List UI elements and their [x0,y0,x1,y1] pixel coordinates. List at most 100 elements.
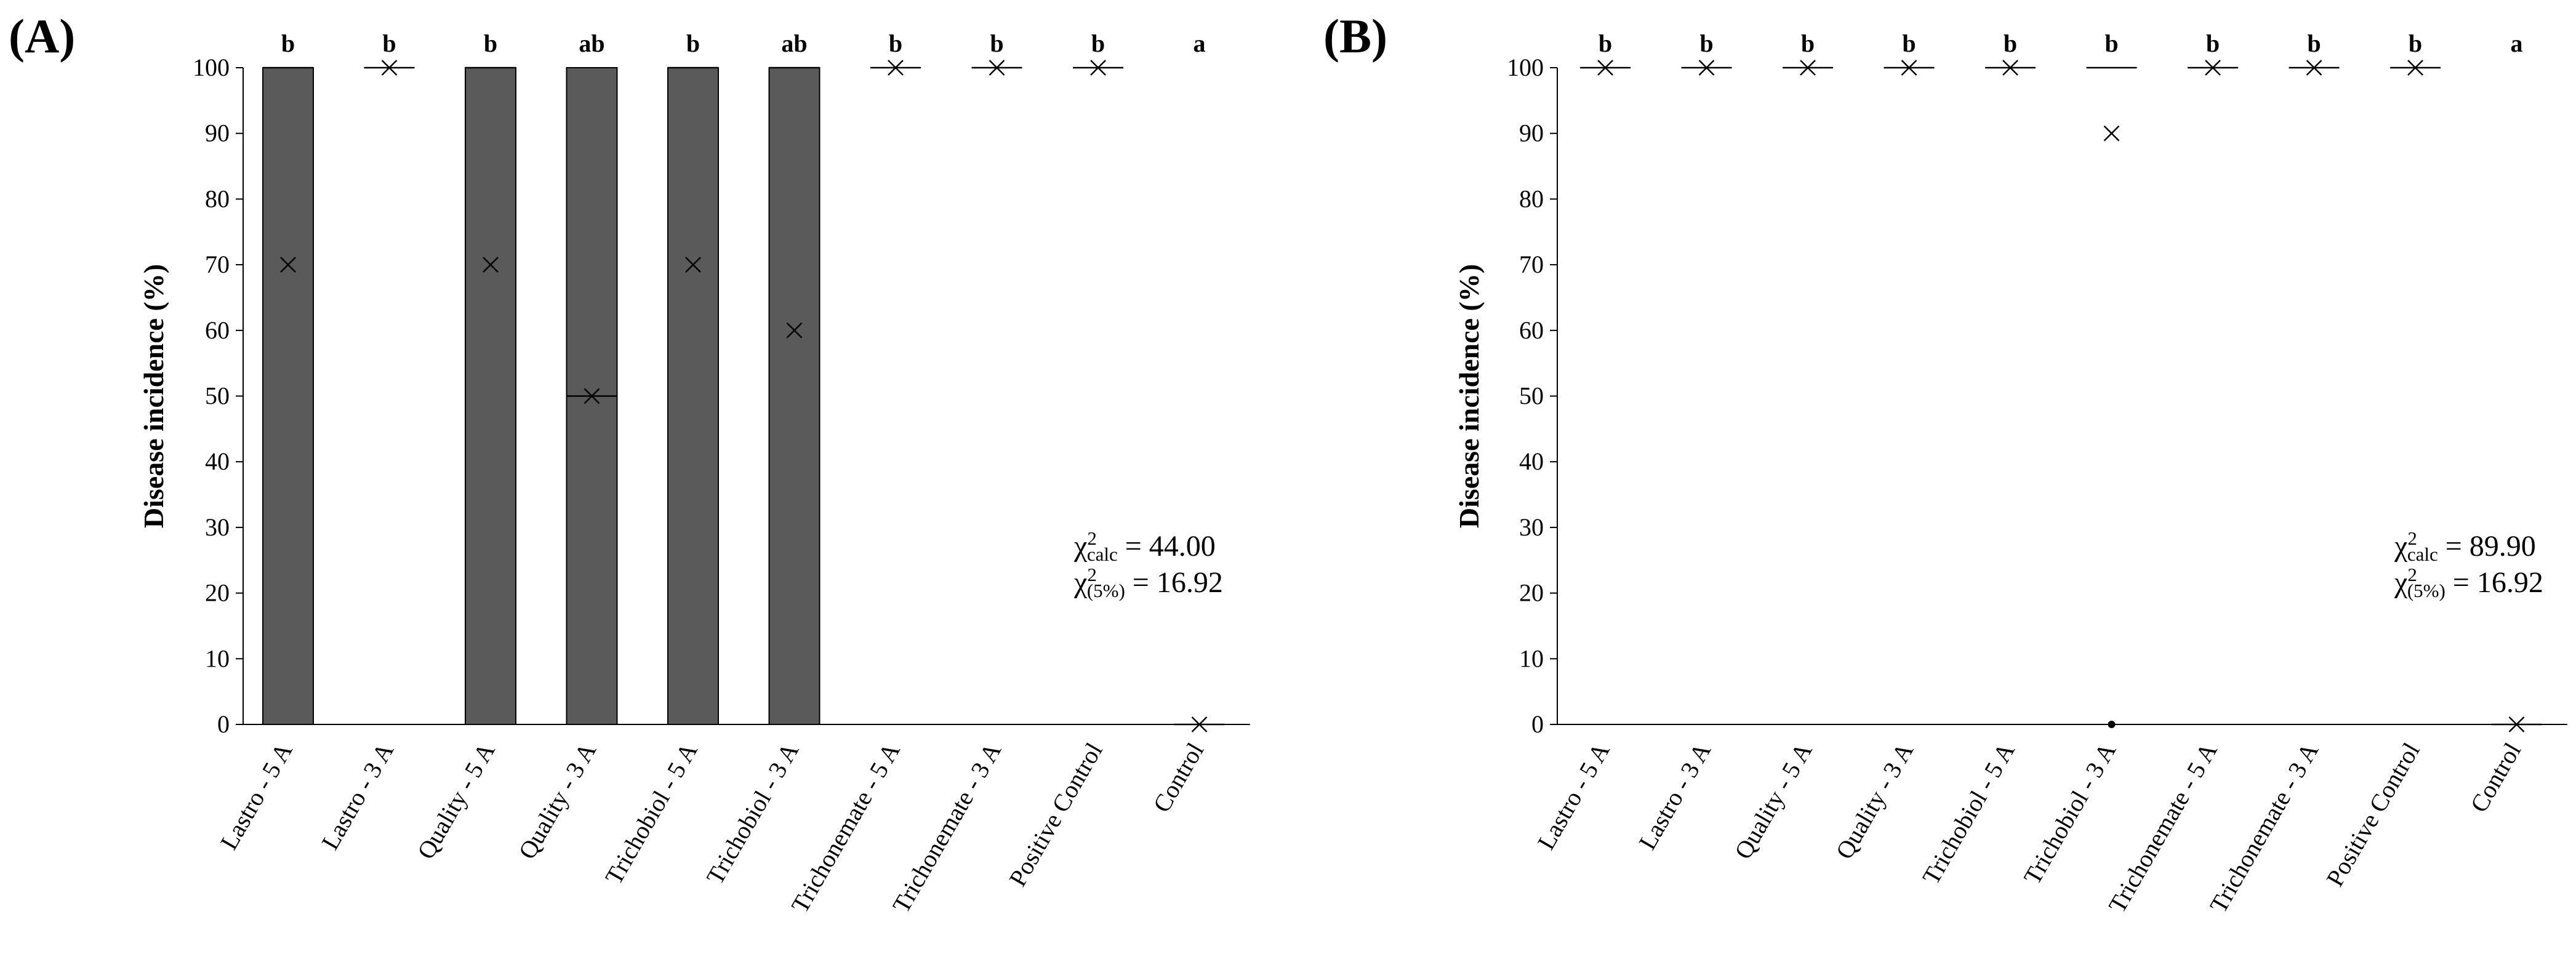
mean-marker [2103,125,2120,142]
category-label: Trichobiol - 3 A [2018,738,2122,889]
y-axis-label: Disease incidence (%) [138,264,169,528]
box-rect [465,67,516,725]
category-label: Control [1147,738,1209,817]
category-label: Quality - 5 A [1729,738,1818,864]
y-tick-label: 0 [1531,710,1544,738]
mean-marker [2306,60,2322,76]
mean-marker [584,388,600,404]
mean-marker [1800,60,1816,76]
significance-letter: b [484,30,497,57]
mean-marker [685,257,701,273]
y-tick-label: 30 [1519,513,1544,541]
significance-letter: b [2206,30,2220,57]
y-tick-label: 30 [205,513,230,541]
significance-letter: ab [579,30,604,57]
mean-marker-stroke [1191,716,1208,732]
mean-marker-stroke [584,388,600,404]
category-label: Control [2465,738,2526,817]
y-tick-label: 90 [205,119,230,147]
significance-letter: b [2004,30,2017,57]
box-rect [768,67,821,725]
mean-marker-stroke [2306,60,2322,76]
mean-marker [1597,60,1613,76]
mean-marker [888,60,904,76]
y-axis-label: Disease incidence (%) [1453,264,1485,528]
significance-letter: b [686,30,700,57]
y-tick-label: 100 [193,54,230,81]
y-tick-label: 70 [1519,251,1544,278]
mean-marker-stroke [1698,60,1715,76]
category-label: Positive Control [1003,738,1108,891]
category-label: Trichobiol - 5 A [1917,738,2020,889]
y-tick-label: 10 [1519,644,1544,672]
significance-letter: a [1194,30,1206,57]
mean-marker [1191,716,1208,732]
category-label: Trichonemate - 5 A [785,738,905,918]
category-label: Positive Control [2321,738,2425,891]
mean-marker-stroke [381,60,398,76]
significance-letter: b [1699,30,1713,57]
y-tick-label: 50 [1519,382,1544,410]
mean-marker-stroke [483,257,499,273]
panel-label: (A) [9,9,75,63]
mean-marker [1698,60,1715,76]
mean-marker [483,257,499,273]
outlier-point [2108,721,2116,728]
chart-panel-b: (B) 0 10 20 30 40 50 60 70 80 90 100 Disease inciden… [1323,9,2567,918]
significance-letter: a [2511,30,2523,57]
category-label: Lastro - 3 A [1633,738,1716,854]
category-label: Trichonemate - 3 A [887,738,1006,918]
chi-square-critical: χ2 (5%) = 16.92 [1073,564,1223,601]
significance-letter: b [990,30,1003,57]
significance-letter: b [2307,30,2321,57]
y-tick-label: 40 [205,447,230,475]
significance-letter: b [1902,30,1916,57]
mean-marker [280,257,296,273]
mean-marker-stroke [786,322,803,339]
y-tick-label: 60 [205,316,230,344]
y-tick-label: 10 [205,644,230,672]
y-tick-label: 60 [1519,316,1544,344]
y-tick-label: 70 [205,251,230,278]
mean-marker [2407,60,2423,76]
significance-letter: b [382,30,396,57]
mean-marker [1901,60,1917,76]
y-tick-label: 20 [205,579,230,607]
mean-marker [989,60,1005,76]
category-label: Trichobiol - 3 A [701,738,804,889]
significance-letter: b [1091,30,1105,57]
y-tick-label: 100 [1507,54,1544,81]
significance-letter: b [2409,30,2422,57]
y-tick-label: 80 [1519,185,1544,212]
category-label: Quality - 5 A [412,738,500,864]
y-tick-label: 90 [1519,119,1544,147]
significance-letter: b [1599,30,1612,57]
mean-marker [2508,716,2525,732]
box-rect [262,67,314,725]
mean-marker [2002,60,2018,76]
chi-square-calc: χ2 calc = 89.90 [2394,527,2536,565]
y-tick-label: 40 [1519,447,1544,475]
category-label: Quality - 3 A [1830,738,1919,864]
mean-marker-stroke [1901,60,1917,76]
y-tick-label: 50 [205,382,230,410]
category-label: Lastro - 5 A [1532,738,1615,854]
mean-marker-stroke [685,257,701,273]
y-tick-label: 20 [1519,579,1544,607]
mean-marker-stroke [888,60,904,76]
mean-marker-stroke [2407,60,2423,76]
mean-marker [1090,60,1106,76]
mean-marker-stroke [1090,60,1106,76]
mean-marker-stroke [280,257,296,273]
mean-marker [786,322,803,339]
mean-marker-stroke [989,60,1005,76]
panel-label: (B) [1323,9,1387,63]
mean-marker [2205,60,2221,76]
chart-panel-a: (A) 0 10 20 30 40 50 60 70 80 90 100 Disease inciden… [9,9,1250,918]
significance-letter: b [1801,30,1815,57]
box-rect [667,67,719,725]
category-label: Lastro - 3 A [316,738,399,854]
mean-marker-stroke [2103,125,2120,142]
